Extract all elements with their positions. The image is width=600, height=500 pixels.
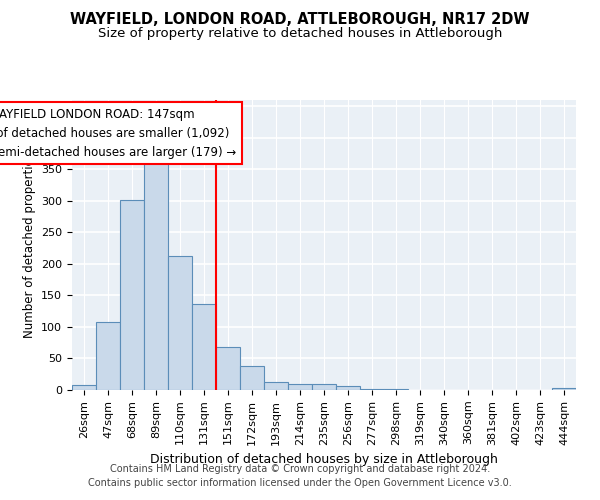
Bar bbox=[552, 388, 576, 390]
Text: WAYFIELD LONDON ROAD: 147sqm
← 86% of detached houses are smaller (1,092)
14% of: WAYFIELD LONDON ROAD: 147sqm ← 86% of de… bbox=[0, 108, 236, 158]
Bar bbox=[312, 384, 336, 390]
Bar bbox=[384, 388, 408, 390]
Bar bbox=[288, 384, 312, 390]
X-axis label: Distribution of detached houses by size in Attleborough: Distribution of detached houses by size … bbox=[150, 453, 498, 466]
Bar bbox=[168, 256, 192, 390]
Bar bbox=[360, 388, 384, 390]
Bar bbox=[96, 322, 120, 390]
Bar bbox=[240, 366, 264, 390]
Text: Size of property relative to detached houses in Attleborough: Size of property relative to detached ho… bbox=[98, 28, 502, 40]
Bar bbox=[264, 382, 288, 390]
Bar bbox=[72, 385, 96, 390]
Y-axis label: Number of detached properties: Number of detached properties bbox=[23, 152, 35, 338]
Bar bbox=[216, 346, 240, 390]
Bar bbox=[144, 162, 168, 390]
Bar bbox=[192, 304, 216, 390]
Bar bbox=[120, 200, 144, 390]
Bar bbox=[336, 386, 360, 390]
Text: WAYFIELD, LONDON ROAD, ATTLEBOROUGH, NR17 2DW: WAYFIELD, LONDON ROAD, ATTLEBOROUGH, NR1… bbox=[70, 12, 530, 28]
Text: Contains HM Land Registry data © Crown copyright and database right 2024.
Contai: Contains HM Land Registry data © Crown c… bbox=[88, 464, 512, 487]
